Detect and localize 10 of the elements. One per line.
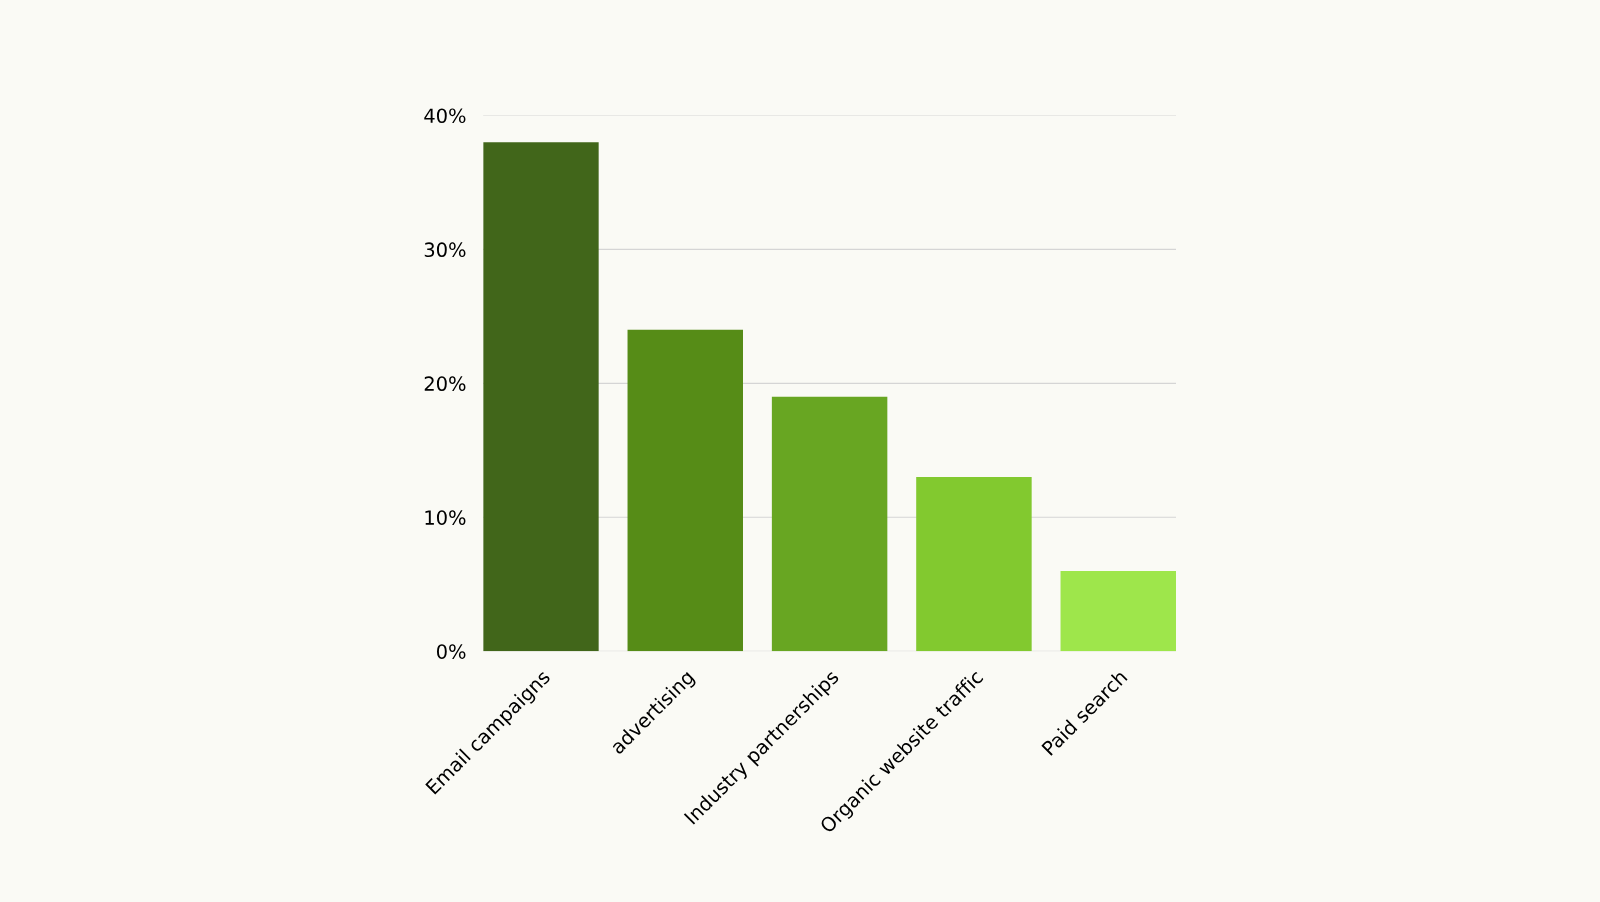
y-tick-label: 40%	[424, 108, 466, 124]
bar	[1060, 570, 1176, 652]
bar	[483, 142, 599, 652]
bar	[627, 329, 743, 652]
bar	[916, 477, 1032, 652]
y-tick-label: 30%	[424, 242, 466, 258]
y-tick-label: 0%	[436, 644, 466, 659]
y-tick-label: 20%	[424, 376, 466, 392]
y-tick-label: 10%	[425, 510, 466, 525]
bar	[771, 396, 888, 652]
